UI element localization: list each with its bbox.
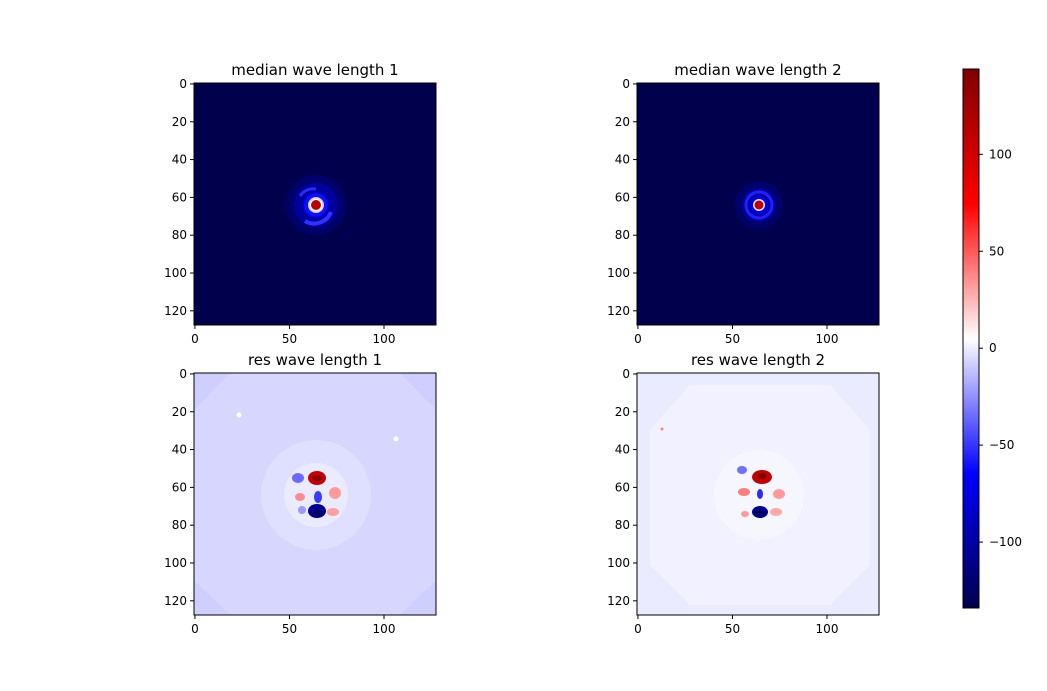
colorbar-gradient — [962, 68, 980, 609]
x-tick-label: 50 — [282, 622, 297, 636]
colorbar-ticks: 100 50 0 −50 −100 — [979, 147, 1022, 549]
panel-median-wave-length-2: median wave length 2 0 20 40 60 80 100 120 0 50… — [607, 61, 880, 346]
x-tick-label: 50 — [725, 622, 740, 636]
x-tick-label: 100 — [373, 622, 396, 636]
y-tick-label: 100 — [164, 556, 187, 570]
y-tick-label: 100 — [607, 266, 630, 280]
colorbar-tick-label: 100 — [989, 147, 1012, 161]
x-tick-label: 100 — [816, 622, 839, 636]
y-tick-label: 80 — [615, 518, 630, 532]
y-tick-label: 0 — [179, 77, 187, 91]
y-tick-label: 80 — [172, 518, 187, 532]
y-axis: 0 20 40 60 80 100 120 — [607, 77, 637, 318]
y-tick-label: 20 — [615, 115, 630, 129]
y-tick-label: 60 — [172, 480, 187, 494]
x-tick-label: 50 — [725, 332, 740, 346]
axes-frame — [636, 372, 880, 616]
y-tick-label: 20 — [172, 405, 187, 419]
x-tick-label: 100 — [816, 332, 839, 346]
colorbar-tick-label: 0 — [989, 341, 997, 355]
y-tick-label: 120 — [164, 594, 187, 608]
colorbar-tick-label: −100 — [989, 535, 1022, 549]
y-tick-label: 120 — [607, 594, 630, 608]
y-tick-label: 60 — [172, 190, 187, 204]
y-tick-label: 0 — [622, 367, 630, 381]
panel-res-wave-length-1: res wave length 1 0 20 40 60 80 100 120 0 50 100 — [164, 351, 437, 636]
y-tick-label: 80 — [172, 228, 187, 242]
x-tick-label: 0 — [634, 332, 642, 346]
y-tick-label: 0 — [622, 77, 630, 91]
x-tick-label: 0 — [191, 622, 199, 636]
panel-title: median wave length 1 — [231, 61, 398, 79]
y-tick-label: 60 — [615, 190, 630, 204]
axes-frame — [636, 82, 880, 326]
x-tick-label: 50 — [282, 332, 297, 346]
x-axis: 0 50 100 — [191, 615, 395, 636]
panel-title: res wave length 2 — [691, 351, 825, 369]
colorbar-tick-label: 50 — [989, 244, 1004, 258]
x-axis: 0 50 100 — [634, 325, 838, 346]
y-tick-label: 0 — [179, 367, 187, 381]
heatmap-image — [194, 373, 436, 615]
x-axis: 0 50 100 — [634, 615, 838, 636]
y-tick-label: 20 — [172, 115, 187, 129]
x-tick-label: 100 — [373, 332, 396, 346]
colorbar: 100 50 0 −50 −100 — [962, 68, 1022, 609]
x-tick-label: 0 — [634, 622, 642, 636]
y-tick-label: 40 — [172, 153, 187, 167]
panel-median-wave-length-1: median wave length 1 0 20 40 60 80 100 120 0 50… — [164, 61, 437, 346]
y-tick-label: 120 — [164, 304, 187, 318]
y-tick-label: 60 — [615, 480, 630, 494]
y-tick-label: 120 — [607, 304, 630, 318]
y-tick-label: 40 — [615, 443, 630, 457]
heatmap-image — [637, 373, 879, 615]
y-axis: 0 20 40 60 80 100 120 — [164, 77, 194, 318]
y-tick-label: 100 — [607, 556, 630, 570]
y-tick-label: 40 — [615, 153, 630, 167]
y-tick-label: 80 — [615, 228, 630, 242]
axes-frame — [193, 82, 437, 326]
x-axis: 0 50 100 — [191, 325, 395, 346]
panel-title: res wave length 1 — [248, 351, 382, 369]
axes-frame — [193, 372, 437, 616]
panel-res-wave-length-2: res wave length 2 0 20 40 60 80 100 120 0 50 100 — [607, 351, 880, 636]
heatmap-image — [194, 83, 436, 325]
panel-title: median wave length 2 — [674, 61, 841, 79]
y-tick-label: 20 — [615, 405, 630, 419]
colorbar-tick-label: −50 — [989, 438, 1014, 452]
y-tick-label: 40 — [172, 443, 187, 457]
y-axis: 0 20 40 60 80 100 120 — [164, 367, 194, 608]
x-tick-label: 0 — [191, 332, 199, 346]
y-axis: 0 20 40 60 80 100 120 — [607, 367, 637, 608]
heatmap-image — [637, 83, 879, 325]
y-tick-label: 100 — [164, 266, 187, 280]
